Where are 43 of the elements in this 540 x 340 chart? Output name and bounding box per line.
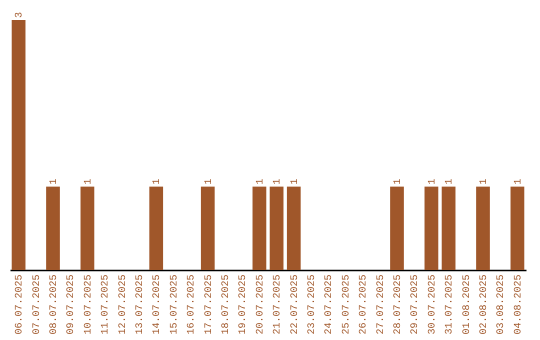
x-tick-label: 30.07.2025 xyxy=(427,274,438,335)
x-tick-label: 06.07.2025 xyxy=(14,274,26,335)
data-label: 1 xyxy=(479,178,490,185)
data-label: 1 xyxy=(290,178,301,185)
x-tick-label: 28.07.2025 xyxy=(393,274,404,335)
x-tick-label: 07.07.2025 xyxy=(32,274,43,335)
data-label: 1 xyxy=(49,178,60,185)
data-label: 3 xyxy=(14,12,26,18)
x-tick-label: 24.07.2025 xyxy=(324,274,336,335)
data-label: 1 xyxy=(204,178,215,185)
x-tick-label: 21.07.2025 xyxy=(272,274,284,335)
x-tick-label: 26.07.2025 xyxy=(358,274,370,335)
x-tick-label: 14.07.2025 xyxy=(152,274,164,335)
x-tick-label: 27.07.2025 xyxy=(376,274,387,335)
data-label: 1 xyxy=(272,178,284,185)
x-tick-label: 09.07.2025 xyxy=(66,274,78,335)
x-tick-label: 03.08.2025 xyxy=(496,274,508,335)
x-tick-label: 13.07.2025 xyxy=(135,274,146,335)
x-tick-label: 29.07.2025 xyxy=(410,274,422,335)
data-label: 1 xyxy=(393,178,404,185)
data-label: 1 xyxy=(255,178,266,185)
x-tick-label: 19.07.2025 xyxy=(238,274,250,335)
x-tick-label: 17.07.2025 xyxy=(204,274,215,335)
data-label: 1 xyxy=(152,178,164,185)
x-tick-label: 08.07.2025 xyxy=(49,274,60,335)
x-tick-label: 15.07.2025 xyxy=(169,274,180,335)
x-tick-label: 10.07.2025 xyxy=(83,274,94,335)
x-tick-label: 20.07.2025 xyxy=(255,274,266,335)
data-label: 1 xyxy=(427,178,438,185)
x-tick-label: 12.07.2025 xyxy=(118,274,129,335)
x-tick-label: 25.07.2025 xyxy=(341,274,352,335)
x-tick-label: 31.07.2025 xyxy=(444,274,456,335)
x-tick-label: 16.07.2025 xyxy=(186,274,198,335)
data-label: 1 xyxy=(444,178,456,185)
x-tick-label: 02.08.2025 xyxy=(479,274,490,335)
data-label: 1 xyxy=(83,178,94,185)
x-tick-label: 01.08.2025 xyxy=(462,274,473,335)
x-tick-label: 04.08.2025 xyxy=(513,274,524,335)
x-tick-label: 18.07.2025 xyxy=(221,274,232,335)
x-tick-label: 11.07.2025 xyxy=(100,274,112,335)
data-label: 1 xyxy=(513,178,524,185)
x-tick-label: 23.07.2025 xyxy=(307,274,318,335)
x-tick-label: 22.07.2025 xyxy=(290,274,301,335)
